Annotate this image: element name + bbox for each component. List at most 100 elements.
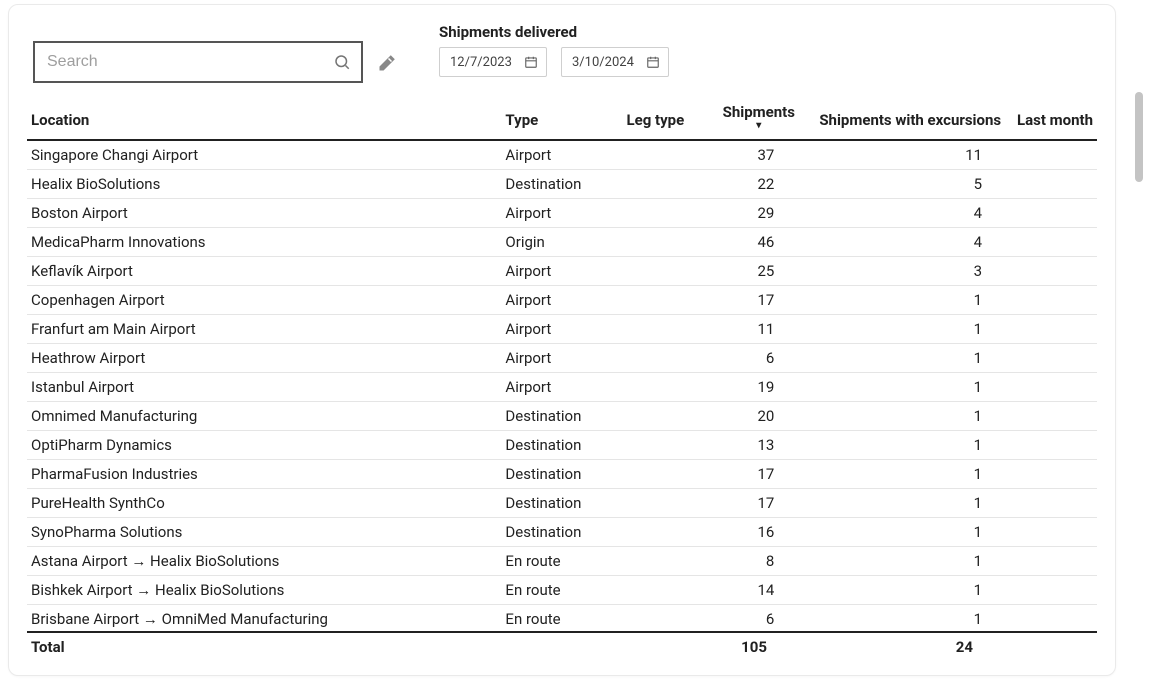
col-type[interactable]: Type bbox=[501, 97, 622, 140]
cell-excursions: 1 bbox=[814, 605, 1006, 630]
cell-type: Airport bbox=[501, 199, 622, 228]
table-row[interactable]: Astana Airport → Healix BioSolutionsEn r… bbox=[27, 547, 1097, 576]
cell-type: Destination bbox=[501, 170, 622, 199]
table-row[interactable]: Bishkek Airport → Healix BioSolutionsEn … bbox=[27, 576, 1097, 605]
table-row[interactable]: Brisbane Airport → OmniMed Manufacturing… bbox=[27, 605, 1097, 630]
cell-shipments: 17 bbox=[703, 286, 814, 315]
cell-excursions: 1 bbox=[814, 547, 1006, 576]
cell-leg-type bbox=[623, 140, 704, 170]
cell-leg-type bbox=[623, 518, 704, 547]
table-header: Location Type Leg type Shipments ▾ Shipm… bbox=[27, 97, 1097, 140]
cell-type: Destination bbox=[501, 431, 622, 460]
cell-last-month bbox=[1006, 344, 1097, 373]
cell-excursions: 4 bbox=[814, 199, 1006, 228]
col-last-month-label: Last month bbox=[1017, 111, 1093, 129]
cell-type: Destination bbox=[501, 518, 622, 547]
cell-shipments: 29 bbox=[703, 199, 814, 228]
table-row[interactable]: Franfurt am Main AirportAirport111 bbox=[27, 315, 1097, 344]
cell-type: Destination bbox=[501, 402, 622, 431]
cell-location: PureHealth SynthCo bbox=[27, 489, 501, 518]
cell-last-month bbox=[1006, 489, 1097, 518]
cell-excursions: 1 bbox=[814, 576, 1006, 605]
date-to-value: 3/10/2024 bbox=[572, 55, 634, 70]
cell-excursions: 3 bbox=[814, 257, 1006, 286]
cell-last-month bbox=[1006, 286, 1097, 315]
cell-location: Healix BioSolutions bbox=[27, 170, 501, 199]
totals-label: Total bbox=[27, 638, 497, 656]
table-row[interactable]: SynoPharma SolutionsDestination161 bbox=[27, 518, 1097, 547]
cell-shipments: 14 bbox=[703, 576, 814, 605]
table-container: Location Type Leg type Shipments ▾ Shipm… bbox=[27, 97, 1097, 629]
cell-last-month bbox=[1006, 199, 1097, 228]
col-leg-type[interactable]: Leg type bbox=[623, 97, 704, 140]
cell-location: Copenhagen Airport bbox=[27, 286, 501, 315]
search-input[interactable] bbox=[47, 53, 333, 71]
date-to-picker[interactable]: 3/10/2024 bbox=[561, 47, 669, 77]
table-row[interactable]: Omnimed ManufacturingDestination201 bbox=[27, 402, 1097, 431]
cell-last-month bbox=[1006, 460, 1097, 489]
table-row[interactable]: Heathrow AirportAirport61 bbox=[27, 344, 1097, 373]
table-row[interactable]: Istanbul AirportAirport191 bbox=[27, 373, 1097, 402]
cell-shipments: 16 bbox=[703, 518, 814, 547]
table-row[interactable]: PureHealth SynthCoDestination171 bbox=[27, 489, 1097, 518]
cell-type: Airport bbox=[501, 373, 622, 402]
cell-location: Brisbane Airport → OmniMed Manufacturing bbox=[27, 605, 501, 630]
cell-last-month bbox=[1006, 605, 1097, 630]
table-row[interactable]: Keflavík AirportAirport253 bbox=[27, 257, 1097, 286]
cell-excursions: 1 bbox=[814, 402, 1006, 431]
cell-leg-type bbox=[623, 460, 704, 489]
calendar-icon bbox=[524, 55, 538, 69]
search-icon bbox=[333, 53, 351, 71]
table-row[interactable]: PharmaFusion IndustriesDestination171 bbox=[27, 460, 1097, 489]
cell-location: Istanbul Airport bbox=[27, 373, 501, 402]
table-row[interactable]: Boston AirportAirport 294 bbox=[27, 199, 1097, 228]
col-shipments[interactable]: Shipments ▾ bbox=[703, 97, 814, 140]
cell-excursions: 1 bbox=[814, 460, 1006, 489]
cell-type: Airport bbox=[501, 344, 622, 373]
cell-shipments: 37 bbox=[703, 140, 814, 170]
cell-last-month bbox=[1006, 402, 1097, 431]
table-row[interactable]: MedicaPharm InnovationsOrigin464 bbox=[27, 228, 1097, 257]
cell-leg-type bbox=[623, 315, 704, 344]
totals-shipments: 105 bbox=[697, 638, 807, 656]
cell-leg-type bbox=[623, 547, 704, 576]
table-row[interactable]: Copenhagen AirportAirport171 bbox=[27, 286, 1097, 315]
cell-leg-type bbox=[623, 257, 704, 286]
cell-location: Heathrow Airport bbox=[27, 344, 501, 373]
cell-excursions: 1 bbox=[814, 489, 1006, 518]
clear-search-button[interactable] bbox=[375, 51, 399, 75]
cell-shipments: 6 bbox=[703, 344, 814, 373]
shipments-table: Location Type Leg type Shipments ▾ Shipm… bbox=[27, 97, 1097, 629]
cell-shipments: 17 bbox=[703, 460, 814, 489]
cell-shipments: 11 bbox=[703, 315, 814, 344]
table-row[interactable]: Singapore Changi AirportAirport3711 bbox=[27, 140, 1097, 170]
cell-location: Boston Airport bbox=[27, 199, 501, 228]
cell-leg-type bbox=[623, 170, 704, 199]
table-row[interactable]: OptiPharm DynamicsDestination131 bbox=[27, 431, 1097, 460]
cell-shipments: 25 bbox=[703, 257, 814, 286]
col-excursions[interactable]: Shipments with excursions bbox=[814, 97, 1006, 140]
scrollbar[interactable] bbox=[1135, 92, 1145, 182]
cell-location: Bishkek Airport → Healix BioSolutions bbox=[27, 576, 501, 605]
table-row[interactable]: Healix BioSolutionsDestination225 bbox=[27, 170, 1097, 199]
cell-last-month bbox=[1006, 431, 1097, 460]
col-shipments-label: Shipments bbox=[723, 103, 795, 121]
cell-location: Keflavík Airport bbox=[27, 257, 501, 286]
cell-leg-type bbox=[623, 286, 704, 315]
totals-excursions: 24 bbox=[807, 638, 997, 656]
date-from-picker[interactable]: 12/7/2023 bbox=[439, 47, 547, 77]
col-location[interactable]: Location bbox=[27, 97, 501, 140]
cell-excursions: 1 bbox=[814, 518, 1006, 547]
cell-last-month bbox=[1006, 170, 1097, 199]
search-box[interactable] bbox=[33, 41, 363, 83]
cell-location: Singapore Changi Airport bbox=[27, 140, 501, 170]
date-from-value: 12/7/2023 bbox=[450, 55, 512, 70]
cell-type: Destination bbox=[501, 460, 622, 489]
cell-last-month bbox=[1006, 518, 1097, 547]
cell-leg-type bbox=[623, 402, 704, 431]
cell-type: En route bbox=[501, 576, 622, 605]
cell-shipments: 13 bbox=[703, 431, 814, 460]
cell-shipments: 20 bbox=[703, 402, 814, 431]
scrollbar-thumb[interactable] bbox=[1135, 92, 1143, 182]
col-last-month[interactable]: Last month bbox=[1006, 97, 1097, 140]
